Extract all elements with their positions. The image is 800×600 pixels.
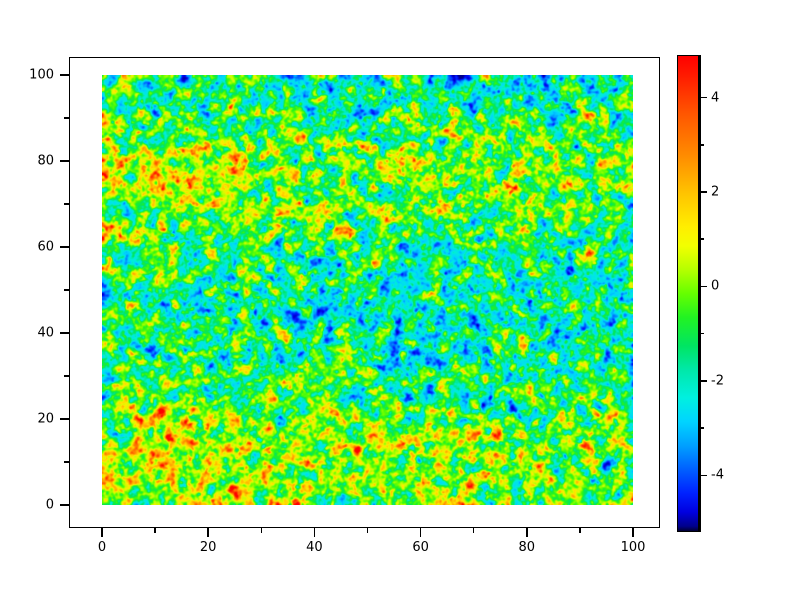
y-tick-label: 60 (37, 239, 54, 255)
colorbar-tick-minor (699, 427, 704, 429)
x-tick (101, 528, 103, 537)
x-tick-label: 20 (199, 540, 217, 555)
colorbar-tick (699, 96, 707, 99)
x-tick (419, 528, 422, 537)
heatmap-canvas[interactable] (102, 75, 633, 505)
x-tick (632, 528, 634, 537)
heatmap-image[interactable] (102, 75, 633, 505)
y-tick-label: 40 (37, 325, 54, 341)
y-tick-minor (64, 117, 69, 119)
x-tick-minor (260, 528, 263, 533)
y-tick-minor (64, 289, 69, 291)
x-tick-label: 40 (306, 540, 323, 555)
y-tick (60, 418, 69, 420)
y-tick-label: 20 (37, 411, 54, 427)
y-tick-label: 100 (29, 67, 54, 83)
y-tick (60, 504, 69, 506)
x-tick (526, 528, 528, 537)
colorbar-tick (699, 474, 707, 477)
y-tick-label: 80 (37, 153, 54, 169)
x-tick-label: 0 (97, 540, 107, 555)
colorbar-axis-line (699, 55, 701, 532)
colorbar-tick-label: 0 (711, 278, 720, 294)
x-tick-minor (472, 528, 475, 533)
x-tick (207, 528, 209, 537)
x-tick-label: 100 (620, 540, 646, 555)
colorbar-tick-label: 4 (711, 90, 720, 105)
x-tick-minor (579, 528, 581, 533)
x-tick-minor (154, 528, 156, 533)
x-tick-label: 60 (412, 540, 429, 555)
colorbar-gradient (677, 55, 699, 532)
y-tick-minor (64, 203, 69, 205)
colorbar-tick (699, 191, 707, 193)
y-tick (60, 160, 69, 162)
y-tick-minor (64, 461, 69, 463)
colorbar-tick-label: -4 (711, 467, 724, 483)
y-tick (60, 246, 69, 248)
colorbar-tick (699, 285, 707, 288)
colorbar-tick-minor (699, 238, 704, 240)
x-tick (313, 528, 316, 537)
colorbar-tick-label: -2 (711, 373, 724, 389)
colorbar-tick (699, 380, 707, 382)
y-tick (60, 332, 69, 334)
colorbar-tick-minor (699, 332, 704, 335)
colorbar[interactable]: -4 -2 0 2 4 (677, 55, 724, 532)
y-tick-label: 0 (45, 497, 54, 513)
x-tick-label: 80 (518, 540, 536, 555)
y-tick-minor (64, 375, 69, 377)
y-tick (60, 74, 69, 76)
x-tick-minor (366, 528, 369, 533)
colorbar-tick-minor (699, 143, 704, 146)
colorbar-tick-label: 2 (711, 184, 720, 200)
